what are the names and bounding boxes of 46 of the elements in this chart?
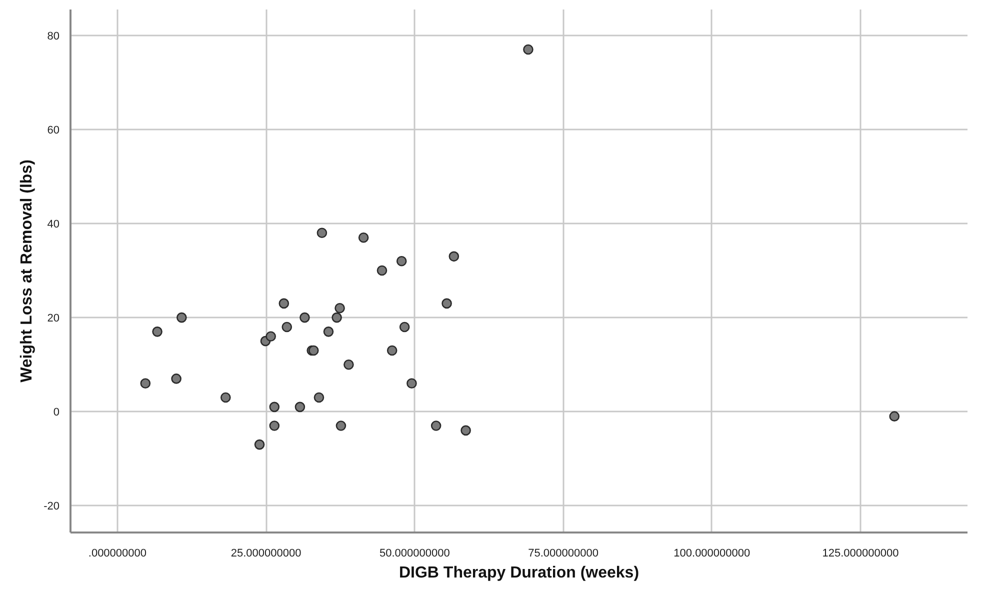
point xyxy=(376,265,388,276)
point xyxy=(386,345,398,356)
point xyxy=(460,425,471,436)
point xyxy=(282,322,292,332)
point xyxy=(523,44,534,55)
point xyxy=(344,359,354,370)
point xyxy=(396,256,407,266)
point xyxy=(254,439,265,450)
x-tick-label: .000000000 xyxy=(88,548,147,560)
point xyxy=(176,312,187,323)
point xyxy=(171,374,182,384)
point xyxy=(336,420,346,431)
point xyxy=(316,228,328,238)
y-axis-title: Weight Loss at Removal (lbs) xyxy=(18,160,36,382)
point xyxy=(323,326,334,337)
point xyxy=(332,312,342,323)
point xyxy=(334,303,345,314)
x-tick-label: 50.000000000 xyxy=(380,548,450,560)
point xyxy=(406,378,417,389)
point xyxy=(220,392,231,403)
point xyxy=(314,392,324,403)
x-tick-label: 25.000000000 xyxy=(230,548,302,560)
y-tick-label: 0 xyxy=(53,406,60,419)
point xyxy=(448,251,460,262)
point xyxy=(152,326,162,337)
point xyxy=(269,402,280,412)
point xyxy=(399,322,410,332)
y-tick-label: 60 xyxy=(47,124,60,136)
x-tick-label: 100.000000000 xyxy=(674,548,750,560)
point xyxy=(278,298,290,309)
y-tick-label: 80 xyxy=(47,30,60,42)
point xyxy=(266,331,276,342)
point xyxy=(889,411,900,422)
x-axis-title: DIGB Therapy Duration (weeks) xyxy=(398,564,640,582)
point xyxy=(294,402,306,412)
y-tick-label: 40 xyxy=(47,218,60,230)
point xyxy=(140,378,151,389)
point xyxy=(358,232,369,243)
x-tick-label: 125.000000000 xyxy=(822,548,899,560)
point xyxy=(442,298,452,309)
point xyxy=(269,420,280,431)
x-tick-label: 75.000000000 xyxy=(528,548,598,560)
point xyxy=(430,420,442,431)
y-tick-label: -20 xyxy=(44,500,60,513)
point xyxy=(300,312,310,323)
y-tick-label: 20 xyxy=(47,312,60,325)
